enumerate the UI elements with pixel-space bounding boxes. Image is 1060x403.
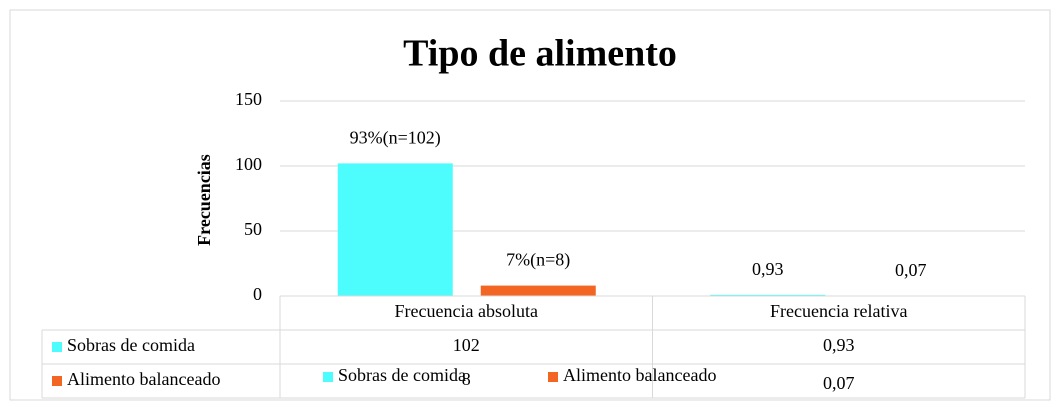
y-tick-label: 50	[244, 219, 262, 239]
bar	[480, 285, 596, 296]
y-tick-label: 100	[235, 154, 262, 174]
x-tick-label: Frecuencia absoluta	[395, 301, 538, 321]
table-cell: 8	[462, 369, 471, 389]
y-tick-label: 150	[235, 89, 262, 109]
data-label: 7%(n=8)	[506, 250, 570, 271]
legend-key	[52, 342, 62, 352]
chart-border	[9, 9, 1051, 401]
legend-key	[323, 372, 333, 382]
bar	[710, 294, 826, 296]
legend-label: Alimento balanceado	[563, 365, 716, 385]
x-tick-label: Frecuencia relativa	[770, 301, 907, 321]
table-cell: 102	[453, 335, 480, 355]
chart-title: Tipo de alimento	[403, 33, 677, 75]
y-axis-label: Frecuencias	[194, 154, 214, 246]
data-label: 93%(n=102)	[350, 128, 441, 149]
legend-key	[548, 372, 558, 382]
legend-label: Sobras de comida	[338, 365, 466, 385]
legend-key	[52, 376, 62, 386]
data-label: 0,07	[895, 260, 927, 280]
table-cell: 0,07	[823, 373, 855, 393]
table-row-label: Sobras de comida	[67, 335, 195, 355]
data-label: 0,93	[752, 259, 784, 279]
bar	[337, 163, 453, 296]
y-tick-label: 0	[253, 284, 262, 304]
table-cell: 0,93	[823, 335, 855, 355]
table-row-label: Alimento balanceado	[67, 369, 220, 389]
